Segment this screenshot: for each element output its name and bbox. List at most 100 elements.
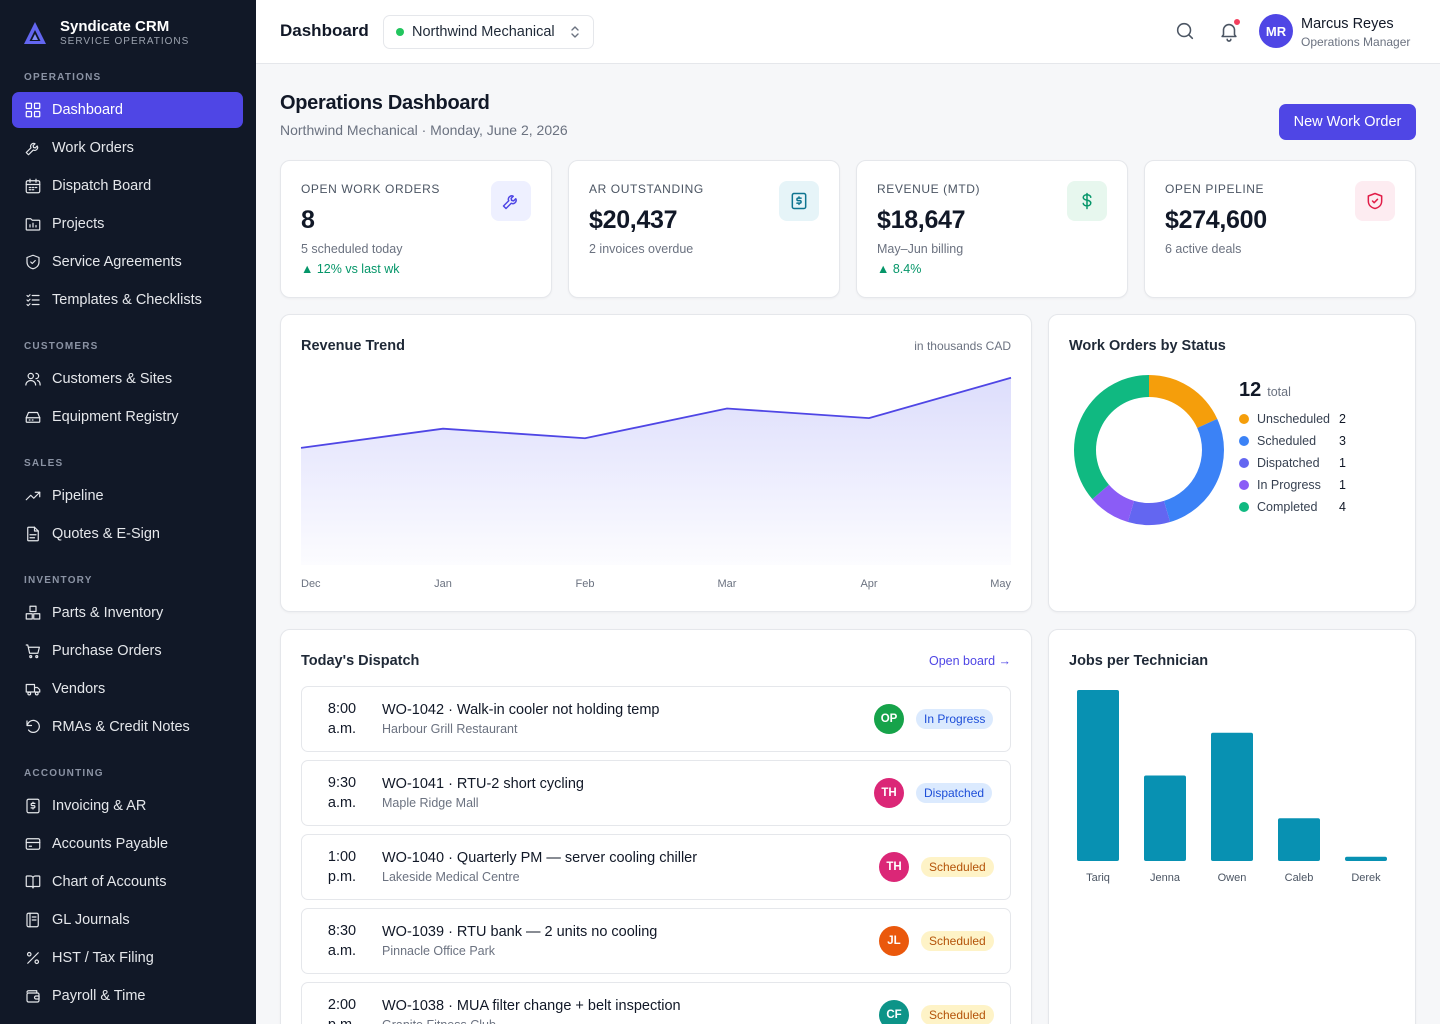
shield-check-icon — [1367, 192, 1383, 210]
jobs-bar-chart: Tariq Jenna Owen Caleb Derek — [1077, 690, 1387, 884]
revenue-x-tick: Jan — [434, 578, 452, 590]
legend-label: Completed — [1257, 500, 1318, 514]
technician-avatar[interactable]: TH — [879, 852, 909, 882]
user-name[interactable]: Marcus Reyes — [1301, 16, 1394, 32]
bar-caleb[interactable] — [1278, 818, 1320, 861]
kpi-card-ar-outstanding[interactable]: AR OUTSTANDING $20,437 2 invoices overdue — [568, 160, 840, 298]
donut-slice-unscheduled[interactable] — [1149, 375, 1218, 428]
sidebar-item-quotes-e-sign[interactable]: Quotes & E-Sign — [12, 516, 243, 552]
dispatch-row[interactable]: 9:30 a.m. WO-1041 · RTU-2 short cycling Map… — [301, 760, 1011, 826]
sidebar-item-accounts-payable[interactable]: Accounts Payable — [12, 826, 243, 862]
sidebar-item-projects[interactable]: Projects — [12, 206, 243, 242]
page-subtitle: Northwind Mechanical · Monday, June 2, 2… — [280, 122, 568, 138]
sidebar-item-equipment-registry[interactable]: Equipment Registry — [12, 399, 243, 435]
sidebar-item-templates-checklists[interactable]: Templates & Checklists — [12, 282, 243, 318]
revenue-area — [301, 377, 1011, 565]
org-status-dot — [396, 28, 404, 36]
sidebar-item-label: Chart of Accounts — [52, 874, 167, 890]
notifications-button[interactable] — [1218, 18, 1241, 42]
dispatch-row[interactable]: 8:30 a.m. WO-1039 · RTU bank — 2 units no … — [301, 908, 1011, 974]
legend-value: 1 — [1339, 478, 1346, 492]
app-subtitle: SERVICE OPERATIONS — [60, 36, 190, 47]
legend-item-scheduled[interactable]: Scheduled 3 — [1239, 433, 1379, 449]
bar-label: Caleb — [1285, 872, 1314, 884]
sidebar-item-rmas-credit-notes[interactable]: RMAs & Credit Notes — [12, 709, 243, 745]
grid-icon — [25, 102, 41, 118]
dispatch-time: 2:00 p.m. — [302, 995, 382, 1024]
sidebar-item-label: Purchase Orders — [52, 643, 162, 659]
legend-color-dot — [1239, 414, 1249, 424]
hard-drive-icon — [25, 411, 41, 423]
dispatch-title: WO-1041 · RTU-2 short cycling — [382, 776, 584, 792]
legend-label: Unscheduled — [1257, 412, 1330, 426]
dispatch-row[interactable]: 2:00 p.m.WO-1038 · MUA filter change + be… — [301, 982, 1011, 1024]
kpi-card-open-work-orders[interactable]: OPEN WORK ORDERS 8 5 scheduled today ▲ 12% … — [280, 160, 552, 298]
bar-owen[interactable] — [1211, 732, 1253, 861]
donut-slice-in-progress[interactable] — [1092, 484, 1135, 522]
dispatch-time: 9:30 a.m. — [302, 773, 382, 813]
notebook-icon — [26, 912, 39, 928]
sidebar-item-dispatch-board[interactable]: Dispatch Board — [12, 168, 243, 204]
sidebar-item-chart-of-accounts[interactable]: Chart of Accounts — [12, 864, 243, 900]
brand[interactable]: Syndicate CRM SERVICE OPERATIONS — [22, 16, 189, 50]
dispatch-site: Granite Fitness Club — [382, 1018, 496, 1024]
legend-item-unscheduled[interactable]: Unscheduled 2 — [1239, 411, 1379, 427]
technician-avatar[interactable]: TH — [874, 778, 904, 808]
revenue-unit-note: in thousands CAD — [914, 339, 1011, 353]
kpi-delta: ▲ 12% vs last wk — [301, 262, 400, 276]
legend-value: 3 — [1339, 434, 1346, 448]
sidebar-item-invoicing-ar[interactable]: Invoicing & AR — [12, 788, 243, 824]
dispatch-row[interactable]: 8:00 a.m. WO-1042 · Walk-in cooler not hol… — [301, 686, 1011, 752]
sidebar-item-purchase-orders[interactable]: Purchase Orders — [12, 633, 243, 669]
legend-item-in-progress[interactable]: In Progress 1 — [1239, 477, 1379, 493]
technician-avatar[interactable]: CF — [879, 1000, 909, 1024]
bar-jenna[interactable] — [1144, 775, 1186, 862]
dispatch-time-hour: 8:00 — [327, 701, 357, 717]
donut-slice-completed[interactable] — [1074, 375, 1149, 500]
legend-item-completed[interactable]: Completed 4 — [1239, 499, 1379, 515]
revenue-line — [300, 376, 1012, 449]
sidebar-item-label: Dashboard — [52, 102, 123, 118]
sidebar-item-pipeline[interactable]: Pipeline — [12, 478, 243, 514]
sidebar-item-service-agreements[interactable]: Service Agreements — [12, 244, 243, 280]
donut-slice-scheduled[interactable] — [1163, 418, 1224, 522]
bar-derek[interactable] — [1345, 856, 1387, 861]
checklist-icon — [26, 294, 40, 307]
dispatch-row[interactable]: 1:00 p.m. WO-1040 · Quarterly PM — server … — [301, 834, 1011, 900]
user-avatar[interactable]: MR — [1259, 14, 1293, 48]
nav-section-accounting: ACCOUNTING — [24, 768, 104, 779]
kpi-card-open-pipeline[interactable]: OPEN PIPELINE $274,600 6 active deals — [1144, 160, 1416, 298]
org-selector[interactable]: Northwind Mechanical — [383, 15, 594, 49]
technician-avatar[interactable]: OP — [874, 704, 904, 734]
sidebar-item-customers-sites[interactable]: Customers & Sites — [12, 361, 243, 397]
status-badge: Scheduled — [921, 1005, 994, 1024]
cart-icon — [25, 644, 40, 659]
sidebar-item-gl-journals[interactable]: GL Journals — [12, 902, 243, 938]
truck-icon — [25, 683, 41, 696]
kpi-value: $18,647 — [877, 206, 966, 234]
bar-tariq[interactable] — [1077, 690, 1119, 861]
dispatch-site: Harbour Grill Restaurant — [382, 722, 518, 736]
legend-label: Dispatched — [1257, 456, 1320, 470]
legend-item-dispatched[interactable]: Dispatched 1 — [1239, 455, 1379, 471]
kpi-card-revenue-mtd[interactable]: REVENUE (MTD) $18,647 May–Jun billing ▲ 8.4… — [856, 160, 1128, 298]
dispatch-time: 8:00 a.m. — [302, 699, 382, 739]
search-button[interactable] — [1174, 20, 1196, 42]
invoice-icon — [26, 798, 40, 814]
donut-slice-dispatched[interactable] — [1127, 500, 1171, 525]
open-board-link[interactable]: Open board → — [929, 654, 1011, 668]
sidebar-item-payroll-time[interactable]: Payroll & Time — [12, 978, 243, 1014]
sidebar-item-dashboard[interactable]: Dashboard — [12, 92, 243, 128]
brand-logo-icon — [24, 22, 46, 44]
technician-avatar[interactable]: JL — [879, 926, 909, 956]
sidebar-item-hst-tax-filing[interactable]: HST / Tax Filing — [12, 940, 243, 976]
sidebar-item-parts-inventory[interactable]: Parts & Inventory — [12, 595, 243, 631]
status-card: Work Orders by Status 12 total Unschedul… — [1048, 314, 1416, 612]
new-work-order-button[interactable]: New Work Order — [1279, 104, 1416, 140]
dollar-icon — [1082, 192, 1092, 210]
sidebar-item-work-orders[interactable]: Work Orders — [12, 130, 243, 166]
sidebar-item-vendors[interactable]: Vendors — [12, 671, 243, 707]
dispatch-time: 8:30 a.m. — [302, 921, 382, 961]
dispatch-title: WO-1040 · Quarterly PM — server cooling … — [382, 850, 698, 866]
top-title: Dashboard — [280, 21, 369, 40]
